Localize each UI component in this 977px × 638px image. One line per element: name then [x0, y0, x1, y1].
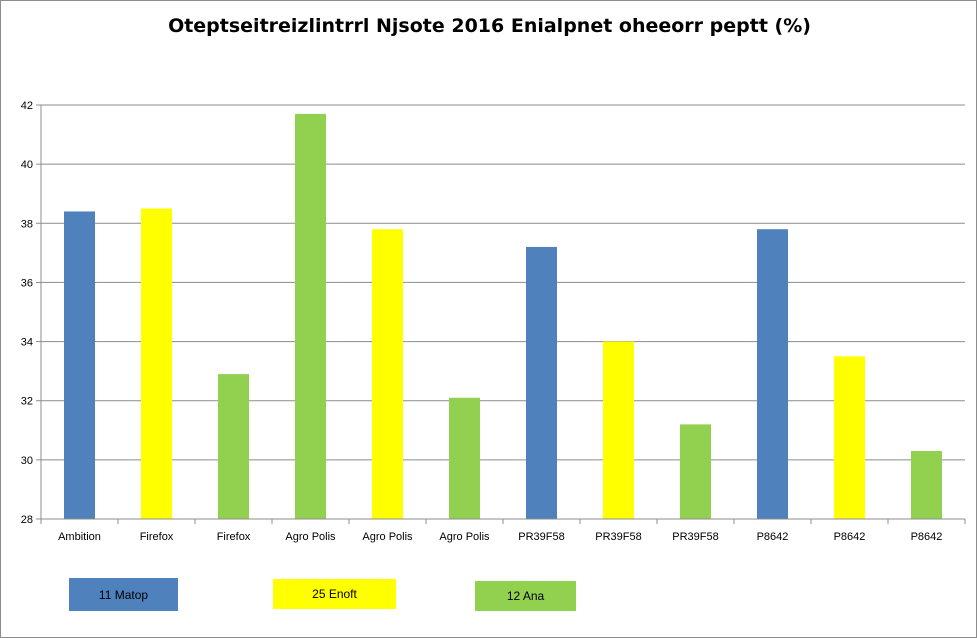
x-tick-label: Agro Polis [439, 531, 490, 543]
x-tick-label: PR39F58 [595, 531, 641, 543]
bar [911, 450, 942, 519]
bar [834, 356, 865, 519]
x-tick-label: Agro Polis [362, 531, 413, 543]
y-tick-label: 42 [21, 100, 33, 112]
y-tick-label: 38 [21, 218, 33, 230]
x-tick-label: Firefox [217, 531, 251, 543]
y-tick-label: 34 [21, 337, 33, 349]
bar [757, 229, 788, 519]
bar [295, 113, 326, 519]
bar [141, 208, 172, 519]
y-tick-label: 30 [21, 455, 33, 467]
x-tick-label: Ambition [58, 531, 101, 543]
bar [680, 424, 711, 519]
bar [603, 341, 634, 519]
gridlines [41, 104, 965, 461]
y-tick-label: 32 [21, 396, 33, 408]
tick-labels: 28 30 32 34 36 38 40 42 Ambition Firefox Firefox Ag… [21, 100, 943, 543]
y-tick-label: 40 [21, 159, 33, 171]
bar [449, 397, 480, 519]
legend-entry: 12 Ana [475, 581, 576, 611]
y-tick-label: 28 [21, 514, 33, 526]
bars [64, 113, 942, 519]
x-tick-label: Agro Polis [285, 531, 336, 543]
x-tick-label: P8642 [911, 531, 943, 543]
x-tick-label: P8642 [757, 531, 789, 543]
x-tick-label: P8642 [834, 531, 866, 543]
x-tick-label: Firefox [140, 531, 174, 543]
bar [526, 246, 557, 519]
bar [64, 211, 95, 519]
bar [218, 374, 249, 519]
x-tick-label: PR39F58 [672, 531, 718, 543]
x-tick-label: PR39F58 [518, 531, 564, 543]
legend-entry: 11 Matop [69, 578, 178, 611]
legend-entry: 25 Enoft [273, 579, 396, 609]
chart-title: Oteptseitreizlintrrl Njsote 2016 Enialpn… [168, 15, 811, 37]
axes [36, 104, 966, 524]
bar [372, 229, 403, 519]
y-tick-label: 36 [21, 277, 33, 289]
